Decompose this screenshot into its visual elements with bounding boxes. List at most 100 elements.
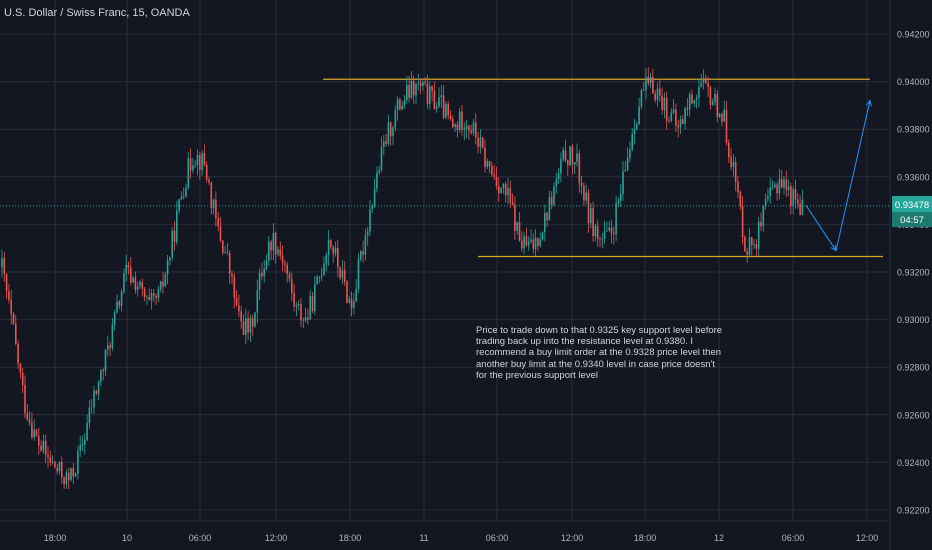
candle-body [792, 189, 794, 206]
candle-body [120, 291, 123, 306]
candle-body [215, 199, 217, 219]
candle-body [723, 109, 725, 122]
candle-body [571, 146, 574, 165]
candle-body [716, 93, 719, 117]
candle-body [362, 251, 364, 255]
candle-body [682, 119, 684, 124]
candle-body [767, 195, 769, 200]
candle-body [753, 244, 755, 246]
candle-body [691, 94, 693, 104]
candle-body [127, 264, 130, 268]
candle-body [162, 281, 164, 287]
x-tick-label: 18:00 [44, 533, 67, 543]
y-tick-label: 0.92200 [897, 506, 930, 516]
candle-body [534, 237, 537, 249]
candle-body [35, 429, 38, 437]
candle-body [562, 150, 564, 160]
candle-body [465, 125, 468, 129]
candle-body [288, 274, 291, 279]
candle-body [447, 103, 449, 116]
candle-body [371, 205, 374, 209]
candle-body [778, 179, 781, 194]
candle-body [254, 312, 256, 327]
candle-body [790, 186, 792, 206]
candle-body [431, 86, 433, 92]
candle-body [194, 164, 196, 166]
candle-body [360, 251, 362, 260]
x-tick-label: 06:00 [486, 533, 509, 543]
candle-body [178, 199, 180, 211]
candle-body [707, 82, 709, 88]
candle-body [146, 296, 148, 298]
candle-body [433, 91, 436, 109]
candle-body [176, 210, 178, 242]
candle-body [435, 106, 438, 109]
candle-body [339, 267, 341, 278]
last-price-label: 0.93478 [895, 200, 929, 211]
candle-body [698, 87, 700, 98]
candle-body [553, 186, 555, 205]
candle-body [116, 301, 118, 313]
candle-body [461, 111, 463, 131]
candle-body [617, 200, 620, 203]
candle-body [8, 291, 10, 300]
candle-body [714, 93, 716, 102]
candle-body [594, 225, 597, 237]
time-axis[interactable]: 18:00 10 06:00 12:00 18:00 11 06:00 12:00 18:00 1… [44, 533, 879, 543]
candle-body [456, 124, 459, 131]
y-tick-label: 0.93000 [897, 315, 930, 325]
candle-body [771, 187, 774, 189]
candle-body [463, 128, 466, 131]
candle-body [102, 370, 104, 372]
candle-body [555, 179, 558, 187]
candle-body [613, 233, 615, 235]
candle-body [452, 118, 454, 128]
candle-body [44, 440, 47, 455]
x-tick-label: 11 [419, 533, 428, 543]
x-tick-label: 12:00 [856, 533, 879, 543]
candle-body [21, 372, 24, 386]
candle-body [153, 293, 155, 296]
candle-body [624, 169, 627, 172]
candle-body [251, 318, 254, 327]
candle-body [631, 134, 633, 150]
candle-body [652, 76, 654, 94]
candle-body [585, 192, 587, 201]
candle-body [159, 281, 162, 290]
candle-body [419, 82, 422, 86]
candle-body [196, 154, 199, 165]
candle-body [199, 154, 201, 171]
candle-body [242, 321, 245, 336]
candle-body [238, 305, 240, 312]
candle-body [596, 225, 599, 239]
candle-body [417, 82, 420, 84]
candle-body [314, 284, 316, 312]
candle-body [774, 184, 776, 188]
candle-body [1, 258, 3, 268]
candle-body [785, 179, 788, 190]
candle-body [270, 241, 272, 251]
candle-body [509, 188, 512, 203]
candle-body [502, 183, 505, 188]
candle-body [454, 124, 456, 128]
candle-body [279, 249, 282, 256]
candle-body [258, 272, 261, 291]
candle-body [739, 192, 742, 206]
x-tick-label: 12:00 [265, 533, 288, 543]
candle-body [684, 108, 686, 124]
candle-body [240, 311, 242, 322]
candle-body [355, 288, 357, 302]
candle-body [760, 221, 762, 227]
candle-body [567, 160, 569, 166]
candle-body [783, 179, 785, 188]
candle-body [164, 274, 167, 287]
candle-body [590, 208, 592, 224]
candle-body [486, 160, 489, 167]
candle-body [587, 192, 590, 224]
candle-body [316, 276, 318, 285]
candle-body [353, 301, 355, 308]
candle-body [134, 277, 137, 290]
candle-body [139, 281, 141, 287]
candle-body [654, 93, 656, 101]
